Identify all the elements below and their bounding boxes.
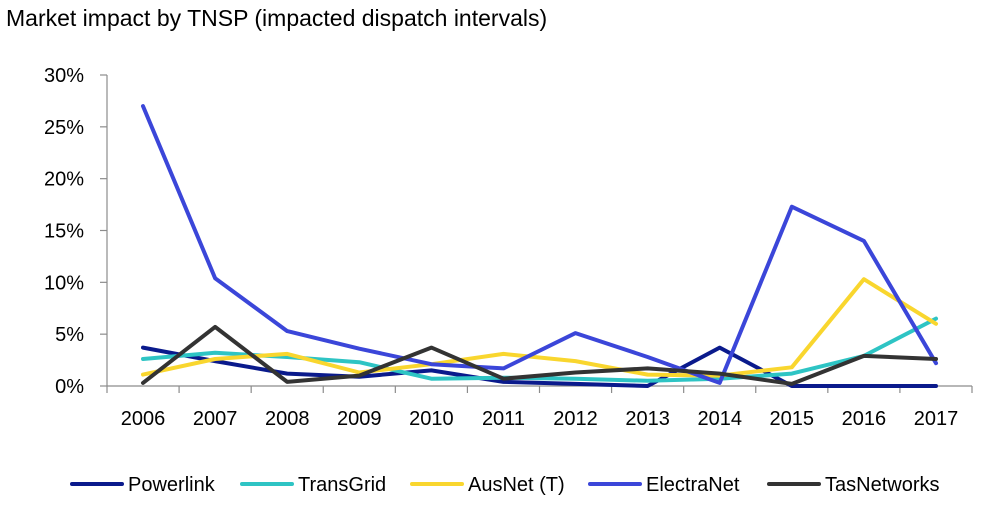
x-tick-label: 2014: [697, 408, 742, 430]
legend-label: TasNetworks: [825, 474, 939, 496]
y-axis-ticks: 0% 5% 10% 15% 20% 25% 30%: [44, 65, 107, 398]
series-line: [141, 277, 938, 378]
y-tick-label: 20%: [44, 169, 84, 191]
x-tick-label: 2010: [409, 408, 454, 430]
x-tick-label: 2013: [625, 408, 670, 430]
x-tick-label: 2017: [914, 408, 959, 430]
y-tick-label: 10%: [44, 272, 84, 294]
series-line: [141, 324, 938, 386]
y-tick-label: 25%: [44, 117, 84, 139]
chart-title: Market impact by TNSP (impacted dispatch…: [6, 5, 547, 31]
x-tick-label: 2008: [265, 408, 310, 430]
y-tick-label: 30%: [44, 65, 84, 87]
x-tick-label: 2015: [770, 408, 815, 430]
series-electranet: [141, 104, 938, 385]
x-tick-label: 2011: [482, 408, 525, 430]
legend-item: ElectraNet: [588, 474, 740, 496]
legend-label: TransGrid: [298, 474, 386, 496]
y-tick-label: 5%: [55, 324, 84, 346]
series-group: [141, 104, 938, 388]
series-tasnetworks: [141, 324, 938, 386]
x-tick-label: 2016: [842, 408, 887, 430]
legend-item: AusNet (T): [410, 474, 565, 496]
x-tick-label: 2006: [121, 408, 166, 430]
x-tick-label: 2007: [193, 408, 238, 430]
legend-item: TasNetworks: [767, 474, 939, 496]
series-line: [141, 104, 938, 385]
x-tick-label: 2009: [337, 408, 382, 430]
legend: Powerlink TransGrid AusNet (T) ElectraNet Ta…: [70, 474, 939, 496]
legend-item: TransGrid: [240, 474, 386, 496]
legend-label: Powerlink: [128, 474, 216, 496]
y-tick-label: 0%: [55, 376, 84, 398]
series-ausnet-t: [141, 277, 938, 378]
x-tick-label: 2012: [553, 408, 598, 430]
y-tick-label: 15%: [44, 221, 84, 243]
legend-item: Powerlink: [70, 474, 216, 496]
legend-label: ElectraNet: [646, 474, 740, 496]
x-axis-ticks: 2006 2007 2008 2009 2010 2011 2012 2013 2014 2015…: [106, 386, 973, 430]
legend-label: AusNet (T): [468, 474, 565, 496]
